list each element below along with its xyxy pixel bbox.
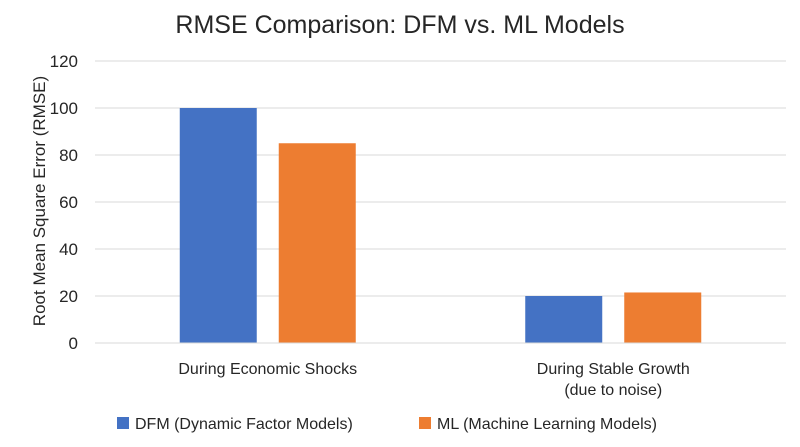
legend-label-ml: ML (Machine Learning Models)	[437, 416, 657, 433]
y-tick-label: 80	[59, 146, 78, 165]
y-tick-label: 40	[59, 240, 78, 259]
y-tick-label: 0	[69, 334, 78, 353]
y-tick-label: 60	[59, 193, 78, 212]
legend-label-dfm: DFM (Dynamic Factor Models)	[135, 416, 353, 433]
legend-swatch-ml	[419, 417, 431, 429]
bar-ml-1	[624, 292, 702, 343]
chart-title: RMSE Comparison: DFM vs. ML Models	[175, 11, 624, 39]
legend: DFM (Dynamic Factor Models) ML (Machine L…	[117, 416, 657, 433]
bar-dfm-1	[525, 296, 603, 343]
y-tick-label: 120	[50, 52, 78, 71]
x-category-label: During Economic Shocks	[178, 361, 357, 378]
y-axis-title: Root Mean Square Error (RMSE)	[30, 76, 49, 326]
x-axis-category-labels: During Economic Shocks During Stable Grow…	[178, 361, 689, 399]
bar-dfm-0	[179, 108, 257, 343]
legend-swatch-dfm	[117, 417, 129, 429]
bars	[179, 108, 702, 343]
y-tick-label: 20	[59, 287, 78, 306]
y-axis-tick-labels: 0 20 40 60 80 100 120	[50, 52, 78, 353]
x-category-label: (due to noise)	[564, 382, 662, 399]
bar-ml-0	[278, 143, 356, 343]
y-tick-label: 100	[50, 99, 78, 118]
x-category-label: During Stable Growth	[537, 361, 690, 378]
